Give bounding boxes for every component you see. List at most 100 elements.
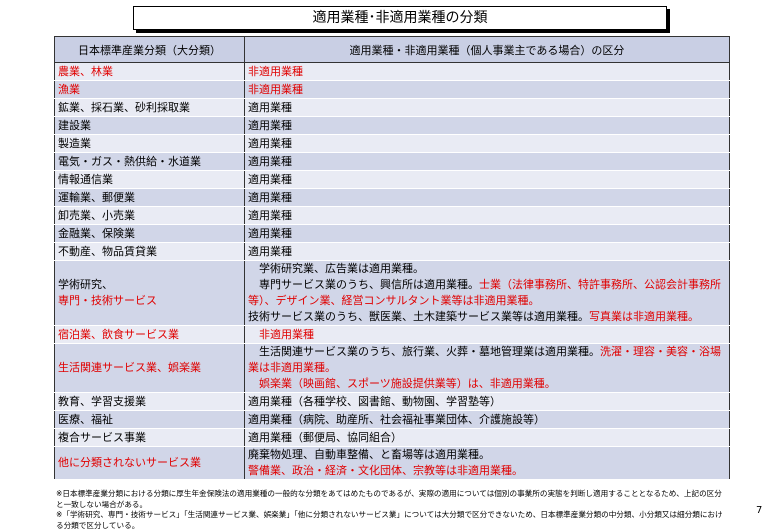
table-row: 教育、学習支援業 適用業種（各種学校、図書館、動物園、学習塾等）	[54, 392, 730, 411]
cell-text: 適用業種	[248, 100, 292, 114]
non-applicable-text: 洗濯・理容・美容・浴場業は非適用業種。	[248, 345, 721, 374]
non-applicable-text: 非適用業種	[248, 82, 303, 96]
table-row: 運輸業、郵便業 適用業種	[54, 188, 730, 207]
table-row: 学術研究、専門・技術サービス 学術研究業、広告業は適用業種。 専門サービス業のう…	[54, 260, 730, 326]
table-row: 他に分類されないサービス業 廃棄物処理、自動車整備、と畜場等は適用業種。警備業、政…	[54, 446, 730, 480]
cell-text: 金融業、保険業	[58, 226, 135, 240]
non-applicable-text: 娯楽業（映画館、スポーツ施設提供業等）は、非適用業種。	[248, 377, 556, 390]
table-row: 建設業 適用業種	[54, 116, 730, 135]
cell-text: 適用業種（病院、助産所、社会福祉事業団体、介護施設等）	[248, 412, 545, 426]
table-row: 医療、福祉 適用業種（病院、助産所、社会福祉事業団体、介護施設等）	[54, 410, 730, 429]
table-row: 不動産、物品賃貸業 適用業種	[54, 242, 730, 261]
applicability-cell: 適用業種	[244, 224, 730, 243]
applicability-cell: 適用業種	[244, 170, 730, 189]
industry-category-cell: 情報通信業	[54, 170, 245, 189]
table-header-row: 日本標準産業分類（大分類） 適用業種・非適用業種（個人事業主である場合）の区分	[54, 36, 730, 63]
table-row: 生活関連サービス業、娯楽業 生活関連サービス業のうち、旅行業、火葬・墓地管理業は…	[54, 343, 730, 393]
page-title: 適用業種･非適用業種の分類	[133, 6, 667, 30]
applicability-cell: 適用業種（病院、助産所、社会福祉事業団体、介護施設等）	[244, 410, 730, 429]
table-row: 宿泊業、飲食サービス業 非適用業種	[54, 325, 730, 344]
column-header-status: 適用業種・非適用業種（個人事業主である場合）の区分	[244, 36, 730, 63]
industry-category-cell: 電気・ガス・熱供給・水道業	[54, 152, 245, 171]
industry-category-cell: 他に分類されないサービス業	[54, 446, 245, 480]
industry-category-cell: 医療、福祉	[54, 410, 245, 429]
cell-text: 適用業種	[248, 208, 292, 222]
applicability-cell: 適用業種	[244, 242, 730, 261]
non-applicable-text: 農業、林業	[58, 64, 113, 78]
non-applicable-text: 漁業	[58, 82, 80, 96]
cell-text: 教育、学習支援業	[58, 394, 146, 408]
industry-category-cell: 金融業、保険業	[54, 224, 245, 243]
industry-category-cell: 教育、学習支援業	[54, 392, 245, 411]
industry-category-cell: 製造業	[54, 134, 245, 153]
footnotes: ※日本標準産業分類における分類に厚生年金保険法の適用業種の一般的な分類をあてはめ…	[56, 489, 726, 531]
table-row: 鉱業、採石業、砂利採取業 適用業種	[54, 98, 730, 117]
industry-category-cell: 不動産、物品賃貸業	[54, 242, 245, 261]
cell-text: 適用業種	[248, 172, 292, 186]
applicability-cell: 非適用業種	[244, 80, 730, 99]
cell-text: 運輸業、郵便業	[58, 190, 135, 204]
table-row: 金融業、保険業 適用業種	[54, 224, 730, 243]
table-row: 情報通信業 適用業種	[54, 170, 730, 189]
cell-text: 情報通信業	[58, 172, 113, 186]
industry-category-cell: 建設業	[54, 116, 245, 135]
non-applicable-text: 警備業、政治・経済・文化団体、宗教等は非適用業種。	[248, 464, 523, 477]
cell-text: 複合サービス事業	[58, 430, 146, 444]
applicability-cell: 学術研究業、広告業は適用業種。 専門サービス業のうち、興信所は適用業種。士業（法…	[244, 260, 730, 326]
cell-text: 専門サービス業のうち、興信所は適用業種。	[248, 278, 479, 291]
cell-text: 適用業種	[248, 244, 292, 258]
cell-text: 技術サービス業のうち、獣医業、土木建築サービス業等は適用業種。	[248, 310, 589, 323]
cell-text: 適用業種	[248, 190, 292, 204]
industry-category-cell: 卸売業、小売業	[54, 206, 245, 225]
cell-text: 学術研究、	[58, 278, 113, 291]
applicability-cell: 適用業種	[244, 206, 730, 225]
cell-text: 適用業種	[248, 154, 292, 168]
industry-category-cell: 宿泊業、飲食サービス業	[54, 325, 245, 344]
cell-text: 電気・ガス・熱供給・水道業	[58, 154, 201, 168]
non-applicable-text: 写真業は非適用業種。	[589, 310, 699, 323]
non-applicable-text: 宿泊業、飲食サービス業	[58, 327, 179, 341]
industry-category-cell: 運輸業、郵便業	[54, 188, 245, 207]
table-row: 電気・ガス・熱供給・水道業 適用業種	[54, 152, 730, 171]
table-row: 卸売業、小売業 適用業種	[54, 206, 730, 225]
applicability-cell: 適用業種（各種学校、図書館、動物園、学習塾等）	[244, 392, 730, 411]
cell-text: 学術研究業、広告業は適用業種。	[248, 262, 424, 275]
applicability-cell: 適用業種	[244, 116, 730, 135]
cell-text: 適用業種	[248, 136, 292, 150]
table-row: 複合サービス事業 適用業種（郵便局、協同組合）	[54, 428, 730, 447]
non-applicable-text: 専門・技術サービス	[58, 294, 157, 307]
table-row: 製造業 適用業種	[54, 134, 730, 153]
applicability-cell: 適用業種	[244, 188, 730, 207]
cell-text: 製造業	[58, 136, 91, 150]
table-row: 漁業 非適用業種	[54, 80, 730, 99]
applicability-cell: 非適用業種	[244, 62, 730, 81]
industry-classification-table: 日本標準産業分類（大分類） 適用業種・非適用業種（個人事業主である場合）の区分 …	[54, 36, 730, 480]
applicability-cell: 適用業種（郵便局、協同組合）	[244, 428, 730, 447]
applicability-cell: 廃棄物処理、自動車整備、と畜場等は適用業種。警備業、政治・経済・文化団体、宗教等…	[244, 446, 730, 480]
cell-text: 適用業種	[248, 226, 292, 240]
cell-text: 建設業	[58, 118, 91, 132]
table-row: 農業、林業 非適用業種	[54, 62, 730, 81]
industry-category-cell: 鉱業、採石業、砂利採取業	[54, 98, 245, 117]
non-applicable-text: 非適用業種	[248, 64, 303, 78]
cell-text: 適用業種（各種学校、図書館、動物園、学習塾等）	[248, 394, 501, 408]
applicability-cell: 適用業種	[244, 152, 730, 171]
column-header-category: 日本標準産業分類（大分類）	[54, 36, 245, 63]
non-applicable-text: 生活関連サービス業、娯楽業	[58, 361, 201, 374]
industry-category-cell: 学術研究、専門・技術サービス	[54, 260, 245, 326]
non-applicable-text: 非適用業種	[248, 327, 314, 341]
cell-text: 医療、福祉	[58, 412, 113, 426]
cell-text: 廃棄物処理、自動車整備、と畜場等は適用業種。	[248, 448, 490, 461]
industry-category-cell: 複合サービス事業	[54, 428, 245, 447]
cell-text: 鉱業、採石業、砂利採取業	[58, 100, 190, 114]
non-applicable-text: 士業（法律事務所、特許事務所、公認会計事務所等）、デザイン業、経営コンサルタント…	[248, 278, 721, 307]
cell-text: 適用業種（郵便局、協同組合）	[248, 430, 402, 444]
industry-category-cell: 農業、林業	[54, 62, 245, 81]
applicability-cell: 非適用業種	[244, 325, 730, 344]
page-number: 7	[756, 505, 763, 516]
cell-text: 卸売業、小売業	[58, 208, 135, 222]
industry-category-cell: 漁業	[54, 80, 245, 99]
non-applicable-text: 他に分類されないサービス業	[58, 456, 201, 469]
cell-text: 生活関連サービス業のうち、旅行業、火葬・墓地管理業は適用業種。	[248, 345, 600, 358]
cell-text: 適用業種	[248, 118, 292, 132]
